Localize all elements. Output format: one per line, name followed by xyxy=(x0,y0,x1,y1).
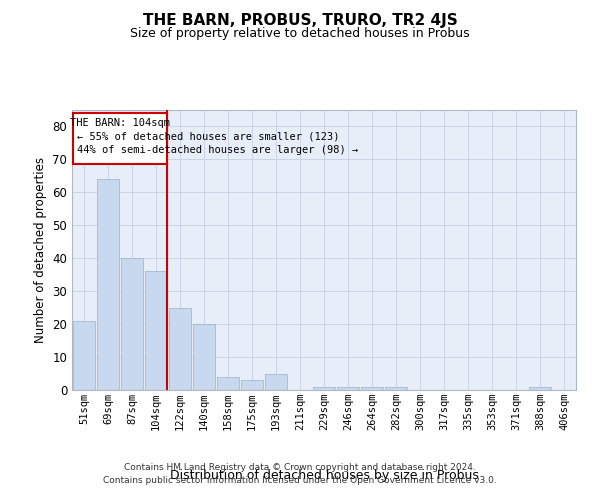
Bar xyxy=(97,179,119,390)
Y-axis label: Number of detached properties: Number of detached properties xyxy=(34,157,47,343)
Text: THE BARN: 104sqm: THE BARN: 104sqm xyxy=(70,118,170,128)
Bar xyxy=(121,258,143,390)
Bar xyxy=(529,386,551,390)
Bar xyxy=(265,374,287,390)
Text: ← 55% of detached houses are smaller (123): ← 55% of detached houses are smaller (12… xyxy=(77,132,340,141)
FancyBboxPatch shape xyxy=(73,114,167,164)
Bar xyxy=(241,380,263,390)
Bar xyxy=(169,308,191,390)
Bar xyxy=(385,386,407,390)
Bar xyxy=(217,377,239,390)
Text: Size of property relative to detached houses in Probus: Size of property relative to detached ho… xyxy=(130,28,470,40)
Bar xyxy=(73,321,95,390)
Bar xyxy=(337,386,359,390)
Bar xyxy=(313,386,335,390)
X-axis label: Distribution of detached houses by size in Probus: Distribution of detached houses by size … xyxy=(170,469,478,482)
Text: THE BARN, PROBUS, TRURO, TR2 4JS: THE BARN, PROBUS, TRURO, TR2 4JS xyxy=(143,12,457,28)
Bar xyxy=(361,386,383,390)
Bar xyxy=(193,324,215,390)
Text: 44% of semi-detached houses are larger (98) →: 44% of semi-detached houses are larger (… xyxy=(77,144,358,154)
Text: Contains HM Land Registry data © Crown copyright and database right 2024.
Contai: Contains HM Land Registry data © Crown c… xyxy=(103,464,497,485)
Bar xyxy=(145,272,167,390)
